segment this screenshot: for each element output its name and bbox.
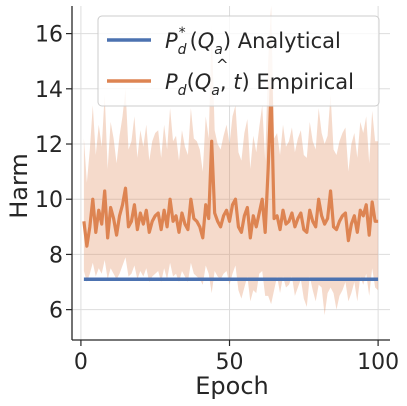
y-tick-label: 10 <box>35 188 63 213</box>
y-tick-label: 6 <box>49 299 63 324</box>
legend-hat-mark: ^ <box>216 56 229 74</box>
tick-labels: 6 8 10 12 14 16 0 50 100 <box>35 23 399 375</box>
y-tick-label: 8 <box>49 243 63 268</box>
axes <box>71 6 390 341</box>
y-tick-label: 14 <box>35 78 63 103</box>
confidence-band <box>83 6 379 316</box>
x-tick-label: 100 <box>357 350 399 375</box>
x-axis-label: Epoch <box>195 372 269 400</box>
series-lines <box>82 87 379 282</box>
legend-label-analytical: Pd* (Qa) Analytical <box>165 25 341 58</box>
legend-label-empirical: Pd(Qa, t) Empirical <box>165 70 354 99</box>
y-tick-label: 16 <box>35 23 63 48</box>
y-tick-label: 12 <box>35 133 63 158</box>
x-tick-label: 50 <box>216 350 244 375</box>
empirical-band-area <box>83 6 379 316</box>
empirical-line <box>82 87 379 248</box>
x-tick-label: 0 <box>74 350 88 375</box>
legend: Pd* (Qa) Analytical Pd(Qa, t) Empirical ^ <box>97 15 380 107</box>
legend-box <box>97 15 380 107</box>
y-axis-label: Harm <box>5 153 33 219</box>
